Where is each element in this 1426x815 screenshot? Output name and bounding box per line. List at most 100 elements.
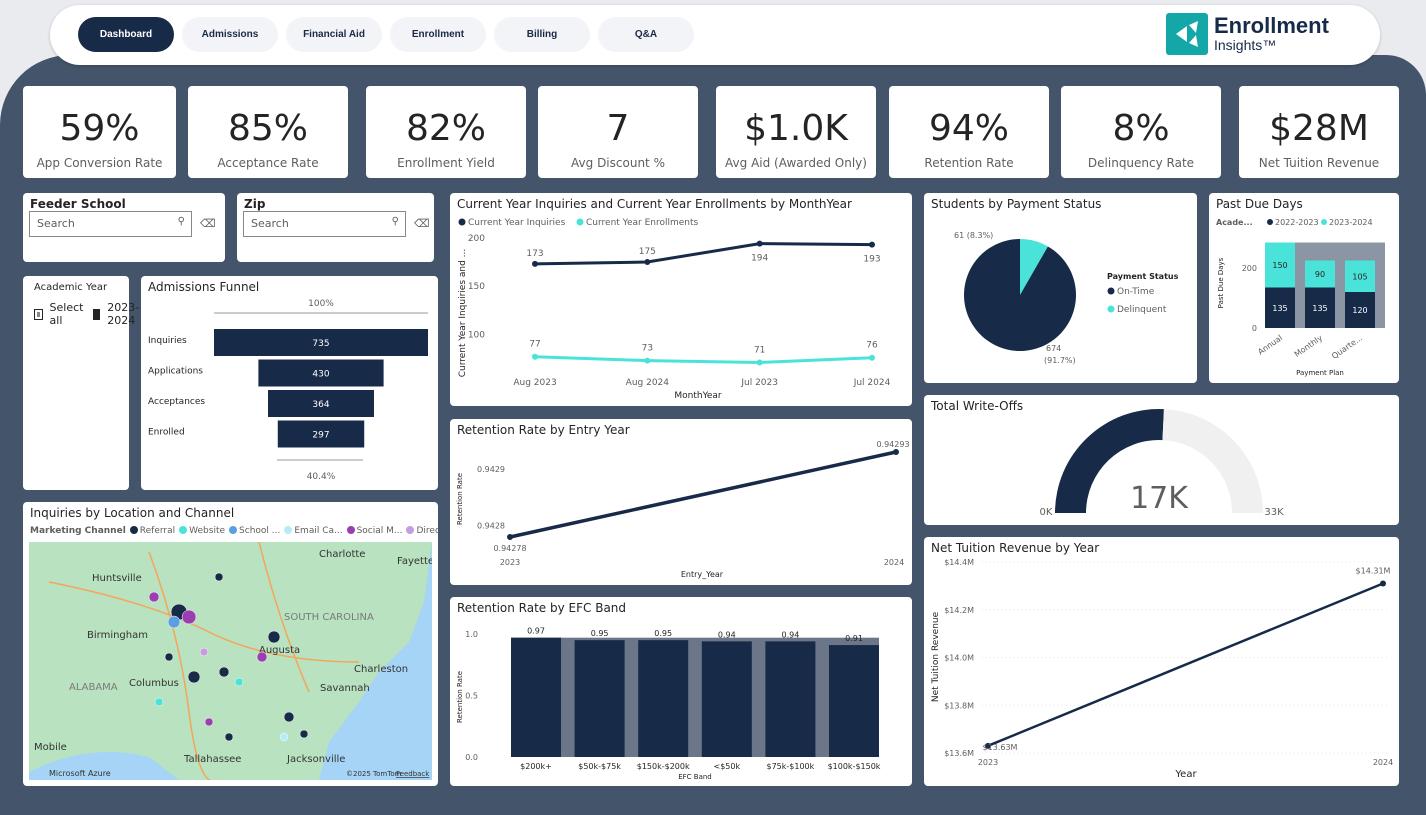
tab-qa[interactable]: Q&A — [598, 17, 694, 52]
year-option[interactable]: 2023-2024 — [92, 301, 143, 327]
feeder-school-search-input[interactable]: Search ⚲ — [29, 211, 192, 237]
checkbox[interactable] — [92, 308, 101, 320]
zip-slicer: Zip Search ⚲ ⌫ — [237, 193, 434, 262]
legend-dot — [229, 526, 238, 534]
kpi-card: 8% Delinquency Rate — [1061, 86, 1221, 178]
data-label: $14.31M — [1356, 566, 1391, 575]
payment-status-card: Students by Payment Status 61 (8.3%) 674 (… — [924, 193, 1197, 383]
map-card: Inquiries by Location and Channel Market… — [23, 502, 438, 786]
legend-title: Payment Status — [1107, 272, 1179, 281]
funnel-bar — [277, 420, 365, 448]
x-tick-label: Jul 2023 — [740, 378, 778, 388]
x-tick-label: Monthly — [1293, 333, 1325, 359]
checkbox[interactable] — [34, 308, 43, 320]
map-city-label: SOUTH CAROLINA — [284, 612, 374, 623]
kpi-value: 94% — [928, 108, 1009, 149]
legend-label: Delinquent — [1117, 305, 1167, 315]
legend-label: On-Time — [1117, 287, 1155, 297]
data-label: 0.94 — [718, 630, 736, 639]
kpi-label: Avg Discount % — [571, 156, 665, 170]
data-point — [532, 260, 538, 267]
map-city-label: Fayette — [397, 556, 432, 567]
kpi-value: $1.0K — [744, 108, 848, 149]
data-label: 0.97 — [527, 627, 545, 636]
map-bubble — [299, 729, 309, 739]
funnel-value-label: 735 — [312, 339, 329, 349]
efc-bar — [574, 640, 625, 757]
data-label: 193 — [863, 255, 880, 265]
data-label: 76 — [866, 341, 878, 351]
eraser-icon[interactable]: ⌫ — [200, 217, 216, 230]
map[interactable]: Charlotte Fayette Huntsville SOUTH CAROLINA… — [29, 542, 432, 780]
map-bubble — [181, 609, 197, 625]
map-city-label: Charleston — [354, 664, 408, 675]
y-tick-label: $13.6M — [944, 749, 974, 758]
legend-label: Website — [189, 526, 226, 536]
eraser-icon[interactable]: ⌫ — [414, 217, 430, 230]
tab-dashboard[interactable]: Dashboard — [78, 17, 174, 52]
legend-label: 2023-2024 — [1329, 218, 1373, 227]
y-tick-label: $14.0M — [944, 654, 974, 663]
tab-enrollment[interactable]: Enrollment — [390, 17, 486, 52]
legend-dot — [129, 526, 138, 534]
kpi-label: Avg Aid (Awarded Only) — [725, 156, 867, 170]
feeder-school-title: Feeder School — [30, 197, 126, 211]
map-gulf — [29, 752, 179, 780]
zip-search-input[interactable]: Search ⚲ — [243, 211, 406, 237]
legend-item: Website — [175, 526, 225, 536]
data-point — [756, 240, 763, 247]
chart-title: Retention Rate by EFC Band — [457, 601, 627, 615]
academic-year-slicer: Academic Year Select all2023-20242022-20… — [23, 276, 367, 490]
kpi-card: 7 Avg Discount % — [538, 86, 698, 178]
map-city-label: Jacksonville — [286, 754, 345, 765]
x-tick-label: Aug 2024 — [626, 378, 670, 388]
data-label: 61 (8.3%) — [954, 231, 993, 240]
retention-efc-card: Retention Rate by EFC Band 0.0 0.5 1.0 Rete… — [450, 597, 912, 786]
funnel-bar — [258, 359, 384, 387]
x-tick-label: $100k-$150k — [828, 762, 881, 771]
tab-financial-aid[interactable]: Financial Aid — [286, 17, 382, 52]
legend-item: Social M... — [343, 526, 402, 536]
data-point — [869, 354, 875, 361]
tab-billing[interactable]: Billing — [494, 17, 590, 52]
funnel-value-label: 297 — [312, 431, 329, 441]
logo-icon — [1166, 13, 1208, 55]
data-label: 173 — [526, 249, 543, 259]
funnel-bottom-label: 40.4% — [307, 472, 336, 482]
x-axis-title: Payment Plan — [1296, 369, 1344, 377]
data-point — [1380, 580, 1386, 587]
y-tick-label: 1.0 — [465, 630, 478, 639]
legend-label: Referral — [139, 526, 176, 536]
x-tick-label: $75k-$100k — [767, 762, 815, 771]
y-tick-label: 150 — [468, 282, 485, 292]
efc-bar — [765, 641, 816, 757]
map-bubble — [234, 677, 244, 687]
y-tick-label: $14.2M — [944, 606, 974, 615]
funnel-category-label: Inquiries — [148, 336, 187, 346]
stacked-bar-segment — [1305, 287, 1335, 328]
legend-label: Email Ca... — [294, 526, 343, 536]
legend-label: Direct ... — [416, 526, 438, 536]
map-bubble — [279, 732, 289, 742]
kpi-value: 59% — [59, 108, 140, 149]
map-feedback-link[interactable]: Feedback — [396, 770, 430, 778]
search-placeholder: Search — [251, 217, 289, 230]
legend-label: School ... — [239, 526, 281, 536]
data-label: 0.94293 — [876, 440, 909, 449]
map-bubble — [218, 666, 230, 678]
year-option-label: Select all — [49, 301, 84, 327]
admissions-funnel-card: Admissions Funnel 100% Inquiries 735 Applic… — [141, 276, 438, 490]
y-axis-title: Retention Rate — [456, 671, 464, 723]
chart-title: Total Write-Offs — [931, 399, 1024, 413]
legend-item: School ... — [225, 526, 280, 536]
chart-title: Net Tuition Revenue by Year — [931, 541, 1100, 555]
data-label: 0.94 — [781, 630, 799, 639]
kpi-card: 59% App Conversion Rate — [23, 86, 176, 178]
tab-admissions[interactable]: Admissions — [182, 17, 278, 52]
x-tick-label: $150k-$200k — [637, 762, 690, 771]
chart-title: Students by Payment Status — [931, 197, 1102, 211]
data-label: 135 — [1272, 304, 1287, 313]
x-axis-title: Entry_Year — [681, 570, 724, 579]
year-option[interactable]: Select all — [34, 301, 86, 327]
kpi-value: 82% — [405, 108, 486, 149]
